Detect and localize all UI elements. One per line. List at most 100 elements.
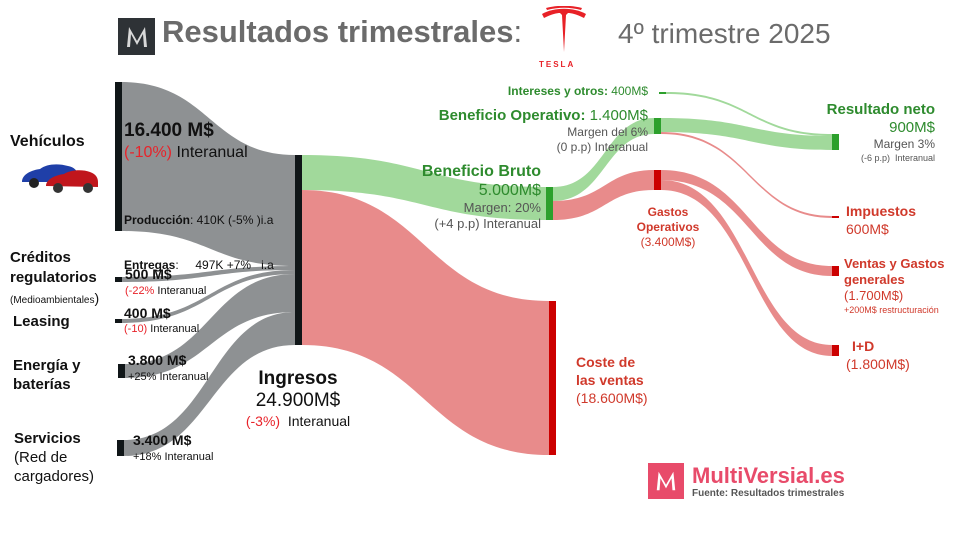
- servicios-value: 3.400 M$: [133, 432, 192, 448]
- quarter-label: 4º trimestre 2025: [618, 18, 831, 49]
- node-coste-ventas: [549, 301, 556, 455]
- ventas-note: +200M$ restructuración: [844, 305, 939, 315]
- leasing-yoy-pct: (-10): [124, 323, 148, 335]
- neto-name: Resultado neto: [826, 101, 935, 118]
- node-creditos: [115, 277, 122, 282]
- source-note: Fuente: Resultados trimestrales: [692, 487, 845, 499]
- produccion-value: : 410K (-5% )i.a: [190, 213, 274, 227]
- operativo-name: Beneficio Operativo:: [438, 107, 586, 124]
- node-beneficio-bruto: [546, 187, 553, 220]
- intereses-name: Intereses y otros:: [507, 84, 608, 98]
- coste-line2: las ventas: [576, 372, 644, 388]
- flow-energia-ingresos: [125, 274, 295, 378]
- creditos-yoy-pct: (-22%: [125, 285, 155, 297]
- node-servicios: [117, 440, 124, 456]
- impuestos-value: 600M$: [846, 221, 889, 237]
- brand-name: MultiVersial.es: [692, 462, 845, 488]
- label-energia: Energía y baterías: [13, 356, 81, 394]
- creditos-line2: regulatorios: [10, 269, 97, 286]
- operativo-margin: Margen del 6%: [567, 125, 648, 139]
- flow-intereses-neto: [666, 92, 832, 136]
- operativo-yoy: (0 p.p) Interanual: [556, 140, 648, 154]
- node-leasing: [115, 319, 122, 323]
- neto-yoy: (-6 p.p) Interanual: [860, 153, 935, 163]
- multiversial-footer-logo: [648, 463, 684, 499]
- multiversial-logo: [118, 18, 155, 55]
- servicios-line3: cargadores): [14, 468, 95, 485]
- node-impuestos: [832, 216, 839, 218]
- id-name: I+D: [852, 338, 875, 354]
- entregas-value: : 497K +7% i.a: [175, 258, 274, 272]
- creditos-line1: Créditos: [10, 249, 71, 266]
- vehiculos-detail: Producción: 410K (-5% )i.a Entregas: 497…: [124, 183, 274, 288]
- node-gastos-operativos: [654, 170, 661, 190]
- creditos-value: 500 M$: [125, 266, 172, 282]
- creditos-yoy: (-22% Interanual: [125, 285, 206, 297]
- vehiculos-yoy-label: Interanual: [176, 144, 248, 161]
- flow-creditos-ingresos: [121, 266, 295, 282]
- flow-leasing-ingresos: [121, 270, 295, 323]
- title-text: Resultados trimestrales: [162, 14, 514, 49]
- tesla-wordmark: TESLA: [539, 60, 576, 69]
- node-beneficio-operativo: [654, 118, 661, 134]
- flow-ingresos-coste-ventas: [302, 190, 549, 455]
- flow-servicios-ingresos: [124, 312, 295, 456]
- m-logo-icon: [126, 26, 147, 47]
- flow-bruto-gastos: [553, 170, 654, 220]
- node-ventas-gastos: [832, 266, 839, 276]
- creditos-paren: ): [94, 290, 100, 306]
- servicios-yoy: +18% Interanual: [133, 451, 214, 463]
- ventas-value: (1.700M$): [844, 288, 904, 303]
- ingresos-yoy-pct: (-3%): [245, 413, 281, 429]
- bruto-value: 5.000M$: [478, 182, 541, 199]
- m-logo-icon: [656, 471, 676, 491]
- energia-value: 3.800 M$: [128, 352, 187, 368]
- creditos-line3: (Medioambientales: [10, 295, 95, 306]
- gastos-operativos-label: Gastos Operativos (3.400M$): [618, 205, 718, 250]
- node-energia: [118, 364, 125, 378]
- coste-value: (18.600M$): [576, 390, 648, 406]
- beneficio-bruto-label: Beneficio Bruto 5.000M$ Margen: 20% (+4 …: [380, 162, 541, 232]
- node-id: [832, 345, 839, 356]
- bruto-yoy: (+4 p.p) Interanual: [434, 216, 541, 231]
- id-value: (1.800M$): [846, 356, 910, 372]
- bruto-margin: Margen: 20%: [463, 200, 541, 215]
- footer-brand: MultiVersial.es Fuente: Resultados trime…: [648, 463, 845, 499]
- ingresos-value: 24.900M$: [255, 390, 341, 411]
- intereses-label: Intereses y otros: 400M$: [420, 84, 648, 98]
- creditos-yoy-label: Interanual: [154, 285, 207, 297]
- node-ingresos: [295, 155, 302, 345]
- intereses-value: 400M$: [607, 84, 648, 98]
- coste-ventas-label: Coste de las ventas (18.600M$): [576, 353, 648, 407]
- gastos-line2: Operativos: [636, 220, 700, 234]
- leasing-value: 400 M$: [124, 305, 171, 321]
- neto-margin: Margen 3%: [873, 137, 935, 151]
- flow-ingresos-beneficio-bruto: [302, 155, 546, 220]
- tesla-logo-icon: [540, 5, 588, 63]
- label-servicios: Servicios (Red de cargadores): [14, 429, 94, 486]
- flow-vehiculos-ingresos: [121, 82, 295, 266]
- ventas-gastos-label: Ventas y Gastos generales (1.700M$) +200…: [844, 256, 944, 316]
- flow-operativo-neto: [661, 118, 832, 150]
- node-resultado-neto: [832, 134, 839, 150]
- energia-yoy: +25% Interanual: [128, 371, 209, 383]
- impuestos-name: Impuestos: [846, 203, 917, 219]
- ingresos-name: Ingresos: [258, 368, 338, 389]
- entregas-label: Entregas: [124, 258, 176, 272]
- coste-line1: Coste de: [576, 354, 636, 370]
- produccion-label: Producción: [124, 213, 191, 227]
- flow-gastos-ventas: [661, 170, 832, 276]
- label-creditos-sub: (Medioambientales): [10, 290, 99, 306]
- gastos-line1: Gastos: [647, 205, 689, 219]
- servicios-line1: Servicios: [14, 430, 81, 447]
- label-creditos: Créditos regulatorios: [10, 248, 97, 287]
- impuestos-label: Impuestos 600M$: [846, 202, 916, 238]
- vehiculos-yoy: (-10%) Interanual: [124, 144, 248, 162]
- label-leasing: Leasing: [13, 313, 70, 330]
- resultado-neto-label: Resultado neto 900M$ Margen 3% (-6 p.p) …: [800, 101, 935, 164]
- flow-bruto-operativo: [553, 118, 654, 201]
- gastos-value: (3.400M$): [640, 235, 696, 249]
- id-label: I+D (1.800M$): [846, 337, 910, 373]
- ventas-line1: Ventas y Gastos: [844, 256, 945, 271]
- ventas-line2: generales: [844, 272, 905, 287]
